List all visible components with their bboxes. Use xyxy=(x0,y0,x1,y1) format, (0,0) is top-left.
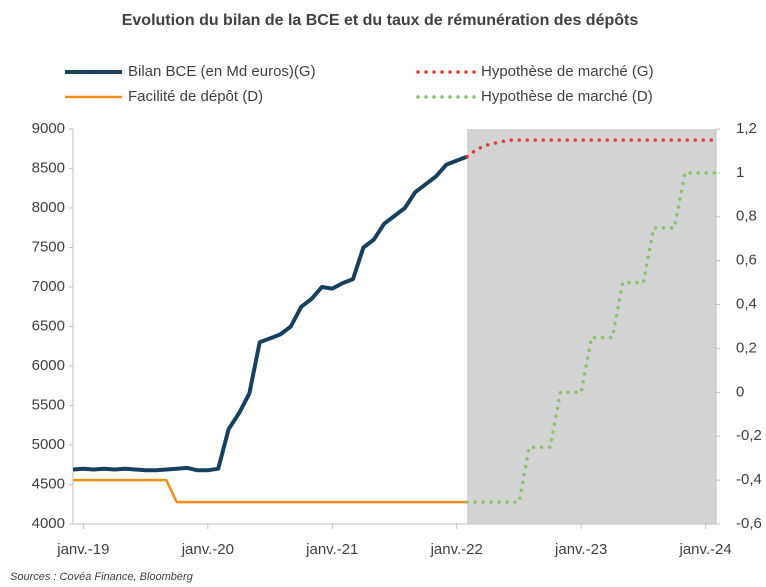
source: Sources : Covéa Finance, Bloomberg xyxy=(10,571,194,583)
y-tick-label: 8500 xyxy=(32,159,65,176)
y2-tick-label: -0,4 xyxy=(736,471,762,488)
x-tick-label: janv.-20 xyxy=(181,541,234,558)
y-tick-label: 6500 xyxy=(32,317,65,334)
x-tick-label: janv.-19 xyxy=(56,541,109,558)
y2-tick-label: -0,6 xyxy=(736,515,762,532)
y-tick-label: 7500 xyxy=(32,238,65,255)
series-line xyxy=(465,171,718,504)
y-tick-label: 9000 xyxy=(32,120,65,137)
y2-tick-label: 1,2 xyxy=(736,120,757,137)
y-tick-label: 6000 xyxy=(32,357,65,374)
y-tick-label: 5000 xyxy=(32,436,65,453)
x-tick-label: janv.-21 xyxy=(305,541,358,558)
legend-label: Hypothèse de marché (D) xyxy=(481,88,653,105)
y-tick-label: 7000 xyxy=(32,278,65,295)
series-line xyxy=(73,478,468,504)
forecast-shade xyxy=(467,129,716,524)
chart-title: Evolution du bilan de la BCE et du taux … xyxy=(121,12,639,29)
y2-tick-label: 0,2 xyxy=(736,339,757,356)
y2-tick-label: 0 xyxy=(736,383,744,400)
y-tick-label: 4000 xyxy=(32,515,65,532)
y-tick-label: 5500 xyxy=(32,396,65,413)
legend-label: Hypothèse de marché (G) xyxy=(481,63,654,80)
x-tick-label: janv.-24 xyxy=(678,541,731,558)
x-tick-label: janv.-22 xyxy=(430,541,483,558)
series-line xyxy=(72,154,468,473)
y2-tick-label: -0,2 xyxy=(736,427,762,444)
x-tick-label: janv.-23 xyxy=(554,541,607,558)
y2-tick-label: 0,4 xyxy=(736,296,757,313)
y2-tick-label: 1 xyxy=(736,164,744,181)
y2-tick-label: 0,6 xyxy=(736,252,757,269)
y-tick-label: 8000 xyxy=(32,199,65,216)
legend-label: Bilan BCE (en Md euros)(G) xyxy=(128,63,316,80)
y-tick-label: 4500 xyxy=(32,475,65,492)
legend-label: Facilité de dépôt (D) xyxy=(128,88,263,105)
y2-tick-label: 0,8 xyxy=(736,208,757,225)
